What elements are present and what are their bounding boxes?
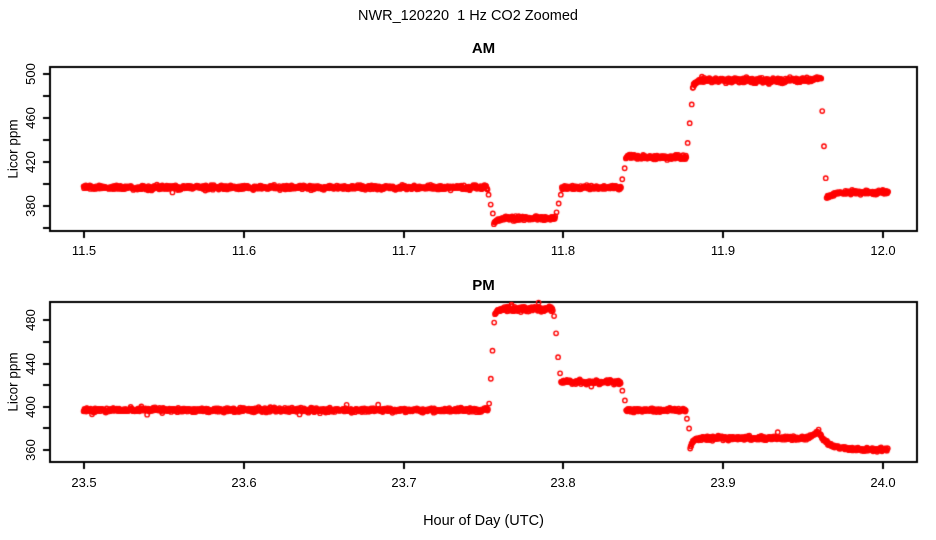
y-tick-label: 500 bbox=[23, 63, 38, 85]
panel-title-am: AM bbox=[471, 40, 496, 57]
panel-title-pm: PM bbox=[472, 277, 495, 294]
x-tick-label: 11.5 bbox=[71, 243, 97, 258]
x-tick-label: 12.0 bbox=[870, 243, 896, 258]
y-tick-label: 360 bbox=[23, 439, 38, 461]
y-tick-label: 480 bbox=[23, 309, 38, 331]
figure-title: NWR_120220 1 Hz CO2 Zoomed bbox=[357, 8, 578, 24]
x-tick-label: 11.9 bbox=[710, 243, 736, 258]
y-axis-title-pm: Licor ppm bbox=[5, 352, 21, 412]
x-tick-label: 23.5 bbox=[71, 475, 97, 490]
x-tick-label: 11.6 bbox=[231, 243, 257, 258]
x-tick-label: 23.9 bbox=[710, 475, 736, 490]
y-tick-label: 460 bbox=[23, 107, 38, 129]
y-tick-label: 440 bbox=[23, 353, 38, 375]
x-tick-label: 23.7 bbox=[391, 475, 417, 490]
x-axis-title: Hour of Day (UTC) bbox=[423, 513, 544, 529]
x-tick-label: 23.8 bbox=[550, 475, 576, 490]
x-tick-label: 23.6 bbox=[231, 475, 257, 490]
x-tick-label: 24.0 bbox=[870, 475, 896, 490]
y-tick-label: 400 bbox=[23, 396, 38, 418]
y-axis-title-am: Licor ppm bbox=[5, 119, 21, 179]
y-tick-label: 380 bbox=[23, 195, 38, 217]
x-tick-label: 11.8 bbox=[550, 243, 576, 258]
x-tick-label: 11.7 bbox=[391, 243, 417, 258]
y-tick-label: 420 bbox=[23, 151, 38, 173]
